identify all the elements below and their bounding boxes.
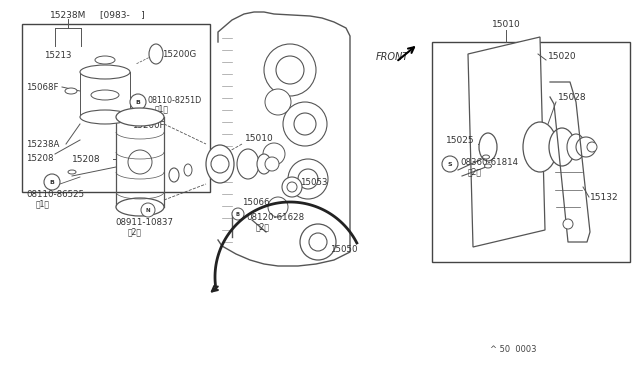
Text: ^ 50  0003: ^ 50 0003	[490, 346, 536, 355]
Text: 08360-61814: 08360-61814	[460, 157, 518, 167]
Circle shape	[309, 233, 327, 251]
Text: 08110-86525: 08110-86525	[26, 189, 84, 199]
Ellipse shape	[184, 164, 192, 176]
Text: 15020: 15020	[548, 51, 577, 61]
Circle shape	[587, 142, 597, 152]
Circle shape	[276, 56, 304, 84]
Circle shape	[300, 224, 336, 260]
Ellipse shape	[206, 145, 234, 183]
Ellipse shape	[237, 149, 259, 179]
Text: 15238M: 15238M	[50, 10, 86, 19]
Circle shape	[265, 89, 291, 115]
Text: N: N	[146, 208, 150, 212]
Text: B: B	[49, 180, 54, 185]
Text: 15132: 15132	[590, 192, 619, 202]
Circle shape	[288, 159, 328, 199]
Circle shape	[268, 197, 288, 217]
Ellipse shape	[483, 155, 490, 159]
Text: [0983-    ]: [0983- ]	[100, 10, 145, 19]
Circle shape	[130, 94, 146, 110]
Ellipse shape	[236, 215, 244, 219]
Text: （1）: （1）	[36, 199, 50, 208]
Text: 15200G: 15200G	[162, 49, 196, 58]
Ellipse shape	[567, 134, 585, 160]
Circle shape	[44, 174, 60, 190]
Text: 08911-10837: 08911-10837	[115, 218, 173, 227]
Text: S: S	[448, 161, 452, 167]
Ellipse shape	[257, 154, 271, 174]
Text: （2）: （2）	[128, 228, 142, 237]
Circle shape	[298, 169, 318, 189]
Ellipse shape	[91, 90, 119, 100]
Bar	[432, 42, 630, 262]
Ellipse shape	[80, 65, 130, 79]
Ellipse shape	[80, 110, 130, 124]
Text: 15010: 15010	[245, 134, 274, 142]
Ellipse shape	[479, 133, 497, 161]
Circle shape	[264, 44, 316, 96]
Text: （2）: （2）	[468, 167, 482, 176]
Circle shape	[232, 208, 244, 220]
Text: 08110-8251D: 08110-8251D	[148, 96, 202, 105]
Polygon shape	[468, 37, 545, 247]
Ellipse shape	[549, 128, 575, 166]
Text: 15028: 15028	[558, 93, 587, 102]
Text: 15238A: 15238A	[26, 140, 60, 148]
Text: 、1、: 、1、	[155, 105, 169, 113]
Text: 15213: 15213	[44, 51, 72, 60]
Circle shape	[211, 155, 229, 173]
Text: 15068F: 15068F	[26, 83, 58, 92]
Ellipse shape	[95, 56, 115, 64]
Circle shape	[282, 177, 302, 197]
Ellipse shape	[116, 108, 164, 126]
Text: （2）: （2）	[256, 222, 270, 231]
Text: B: B	[236, 212, 240, 217]
Text: 15025: 15025	[446, 135, 475, 144]
Ellipse shape	[523, 122, 557, 172]
Text: 15208: 15208	[72, 154, 100, 164]
Ellipse shape	[484, 164, 492, 168]
Circle shape	[294, 113, 316, 135]
Circle shape	[283, 102, 327, 146]
Circle shape	[576, 137, 596, 157]
Circle shape	[442, 156, 458, 172]
Ellipse shape	[65, 88, 77, 94]
Text: 15053: 15053	[300, 177, 328, 186]
Circle shape	[563, 219, 573, 229]
Circle shape	[287, 182, 297, 192]
Bar	[22, 24, 210, 192]
Text: 15010: 15010	[492, 19, 520, 29]
Text: B: B	[136, 99, 140, 105]
Circle shape	[265, 157, 279, 171]
Ellipse shape	[149, 44, 163, 64]
Text: 08120-61628: 08120-61628	[246, 212, 304, 221]
Ellipse shape	[116, 198, 164, 216]
Text: FRONT: FRONT	[376, 52, 409, 62]
Ellipse shape	[68, 170, 76, 174]
Text: 15200F: 15200F	[132, 121, 164, 129]
Circle shape	[128, 150, 152, 174]
Ellipse shape	[169, 168, 179, 182]
Text: 15066: 15066	[242, 198, 269, 206]
Circle shape	[141, 203, 155, 217]
Text: 15208: 15208	[26, 154, 54, 163]
Text: 15050: 15050	[330, 246, 358, 254]
Circle shape	[263, 143, 285, 165]
